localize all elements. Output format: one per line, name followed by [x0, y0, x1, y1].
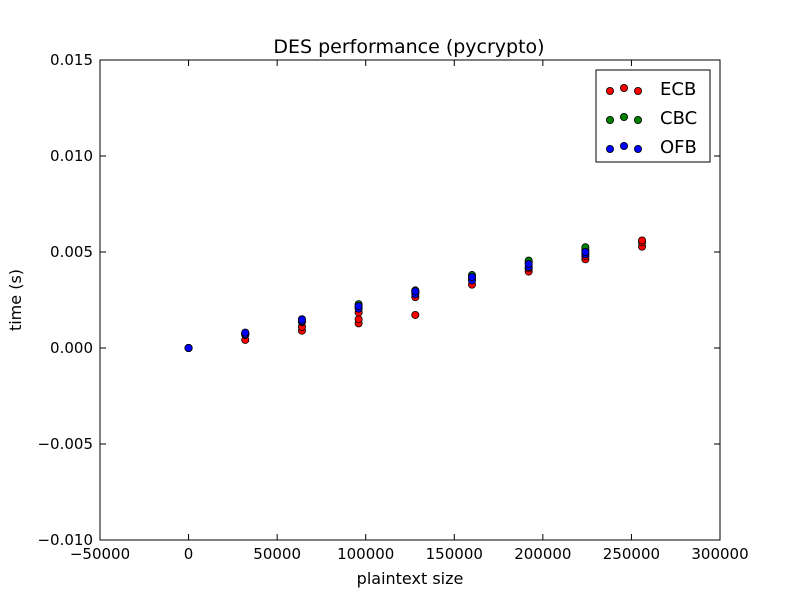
data-point-ofb: [467, 272, 476, 281]
y-tick-label: −0.010: [37, 531, 93, 549]
x-tick-label: 250000: [603, 545, 660, 563]
x-tick-label: −50000: [70, 545, 130, 563]
series-ofb: [184, 247, 590, 352]
legend-marker-ecb: [606, 87, 615, 96]
data-markers: [184, 236, 647, 352]
legend-marker-ofb: [634, 144, 643, 153]
x-tick-label: 50000: [253, 545, 301, 563]
data-point-ofb: [354, 302, 363, 311]
axis-ticks: −50000 0 50000 100000 150000 200000 250000 3000…: [37, 51, 748, 563]
x-tick-label: 100000: [337, 545, 394, 563]
data-point-ofb: [241, 328, 250, 337]
x-tick-label: 150000: [426, 545, 483, 563]
legend-label-cbc: CBC: [660, 108, 697, 129]
legend-box: [595, 69, 711, 163]
legend-marker-cbc: [634, 116, 643, 125]
legend-marker-cbc: [620, 113, 629, 122]
legend-marker-ofb: [620, 141, 629, 150]
plot-frame: [99, 59, 721, 541]
chart-title: DES performance (pycrypto): [273, 36, 544, 58]
data-point-ecb: [411, 310, 420, 319]
legend-marker-ecb: [620, 84, 629, 93]
x-tick-label: 0: [184, 545, 194, 563]
y-tick-label: 0.015: [50, 51, 93, 69]
x-tick-label: 200000: [514, 545, 571, 563]
data-point-ofb: [297, 315, 306, 324]
x-tick-label: 300000: [691, 545, 748, 563]
legend-label-ofb: OFB: [660, 137, 697, 158]
legend-marker-cbc: [606, 116, 615, 125]
legend-label-ecb: ECB: [660, 79, 696, 100]
data-point-ofb: [184, 343, 193, 352]
y-tick-label: 0.000: [50, 339, 93, 357]
y-tick-label: −0.005: [37, 435, 93, 453]
y-tick-label: 0.010: [50, 147, 93, 165]
legend-marker-ecb: [634, 87, 643, 96]
data-point-ofb: [411, 287, 420, 296]
y-tick-label: 0.005: [50, 243, 93, 261]
data-point-ofb: [524, 259, 533, 268]
data-point-ofb: [581, 247, 590, 256]
y-axis-label: time (s): [6, 269, 25, 331]
data-point-ecb: [354, 315, 363, 324]
data-point-ecb: [638, 236, 647, 245]
legend: ECB CBC OFB: [595, 69, 711, 163]
x-axis-label: plaintext size: [357, 569, 464, 588]
legend-marker-ofb: [606, 144, 615, 153]
